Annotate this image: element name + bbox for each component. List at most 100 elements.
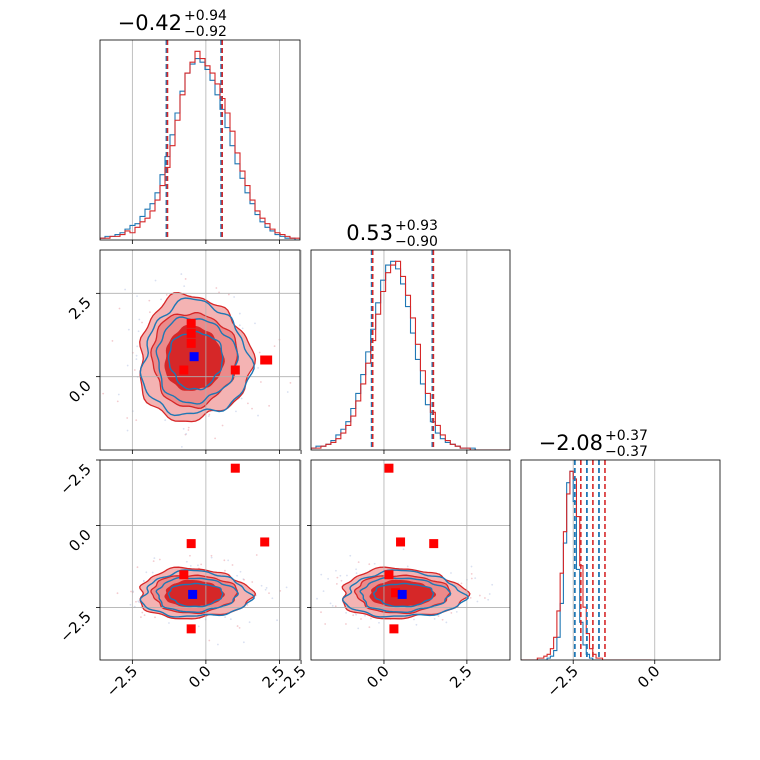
scatter-point xyxy=(488,593,491,595)
scatter-point xyxy=(355,613,358,616)
contour-blue-level-1 xyxy=(155,576,239,614)
scatter-point xyxy=(140,616,142,619)
scatter-point xyxy=(273,345,276,348)
scatter-point xyxy=(352,614,355,617)
scatter-point xyxy=(355,568,357,571)
marker-red-2-1 xyxy=(396,537,406,547)
panel-title-main-0: −0.42 xyxy=(118,11,182,35)
x-tick-label-2-0: −2.5 xyxy=(544,662,582,700)
scatter-point xyxy=(145,571,148,574)
scatter-point xyxy=(133,605,136,608)
marker-red-0-4 xyxy=(230,365,240,375)
scatter-point xyxy=(258,351,261,354)
scatter-point xyxy=(339,574,342,577)
scatter-point xyxy=(378,621,380,624)
scatter-point xyxy=(257,414,259,417)
panel-title-main-1: 0.53 xyxy=(346,221,393,245)
scatter-point xyxy=(331,604,334,607)
scatter-point xyxy=(355,572,358,575)
scatter-point xyxy=(116,400,119,403)
scatter-point xyxy=(251,407,253,410)
scatter-point xyxy=(357,561,360,564)
scatter-point xyxy=(116,592,119,595)
x-tick-label-1-2: 2.5 xyxy=(446,662,476,692)
scatter-point xyxy=(279,589,282,592)
scatter-point xyxy=(236,625,239,627)
scatter-point xyxy=(224,616,227,619)
scatter-point xyxy=(224,569,226,572)
panel-title-sup-0: +0.94 xyxy=(184,8,227,24)
scatter-point xyxy=(128,466,130,468)
scatter-point xyxy=(346,574,348,577)
scatter-point xyxy=(368,563,371,566)
scatter-point xyxy=(135,354,138,357)
scatter-point xyxy=(137,330,140,333)
marker-blue-0-0 xyxy=(189,352,199,362)
scatter-point xyxy=(165,294,168,296)
panel-title-sub-2: −0.37 xyxy=(605,444,648,460)
scatter-point xyxy=(307,616,309,618)
histogram-blue-param2 xyxy=(521,470,652,660)
scatter-point xyxy=(154,279,157,282)
scatter-point xyxy=(172,475,174,477)
scatter-point xyxy=(126,364,129,367)
scatter-point xyxy=(491,583,494,586)
contour-blue-level-0 xyxy=(139,569,255,618)
scatter-point xyxy=(239,570,242,573)
scatter-point xyxy=(164,419,167,422)
scatter-point xyxy=(271,597,274,600)
scatter-point xyxy=(151,571,154,574)
marker-red-0-6 xyxy=(263,355,273,365)
contour-frame-0 xyxy=(99,249,301,451)
x-tick-label-0-0: −2.5 xyxy=(103,662,141,700)
scatter-point xyxy=(221,424,224,427)
scatter-point xyxy=(316,597,318,600)
marker-red-0-3 xyxy=(179,365,189,375)
scatter-point xyxy=(470,577,473,580)
y-tick-label-2-1: 0.0 xyxy=(65,526,95,556)
scatter-point xyxy=(406,565,409,568)
x-tick-label-0-1: 0.0 xyxy=(185,662,215,692)
scatter-point xyxy=(413,618,415,621)
scatter-point xyxy=(276,619,278,622)
scatter-point xyxy=(126,417,129,419)
scatter-point xyxy=(455,610,458,613)
contour-blue-level-2 xyxy=(167,582,224,608)
scatter-point xyxy=(152,463,154,465)
scatter-point xyxy=(117,393,120,396)
scatter-point xyxy=(246,603,249,606)
scatter-point xyxy=(268,592,270,595)
scatter-point xyxy=(368,626,371,629)
scatter-point xyxy=(74,582,76,584)
marker-red-2-2 xyxy=(429,539,439,549)
scatter-point xyxy=(229,618,232,620)
scatter-point xyxy=(200,563,203,566)
scatter-point xyxy=(148,299,151,302)
scatter-point xyxy=(197,564,199,567)
scatter-point xyxy=(137,600,140,603)
contour-blue-level-0 xyxy=(139,297,255,417)
scatter-point xyxy=(208,413,211,416)
scatter-point xyxy=(135,600,137,603)
scatter-point xyxy=(335,583,338,585)
contour-frame-1 xyxy=(99,459,301,661)
scatter-point xyxy=(240,397,243,400)
scatter-point xyxy=(136,345,139,348)
scatter-point xyxy=(210,554,213,557)
scatter-point xyxy=(111,340,114,342)
scatter-point xyxy=(260,381,262,383)
marker-red-1-4 xyxy=(186,624,196,634)
scatter-point xyxy=(208,639,211,642)
scatter-point xyxy=(184,278,187,280)
scatter-point xyxy=(268,404,271,407)
y-tick-label-1-0: −2.5 xyxy=(56,460,94,498)
scatter-point xyxy=(135,358,138,361)
marker-blue-1-0 xyxy=(188,589,198,599)
scatter-point xyxy=(138,318,141,321)
scatter-point xyxy=(189,554,191,557)
scatter-point xyxy=(484,597,486,599)
scatter-point xyxy=(238,626,241,629)
scatter-point xyxy=(160,298,162,301)
marker-red-1-3 xyxy=(179,570,189,580)
scatter-point xyxy=(248,621,251,624)
